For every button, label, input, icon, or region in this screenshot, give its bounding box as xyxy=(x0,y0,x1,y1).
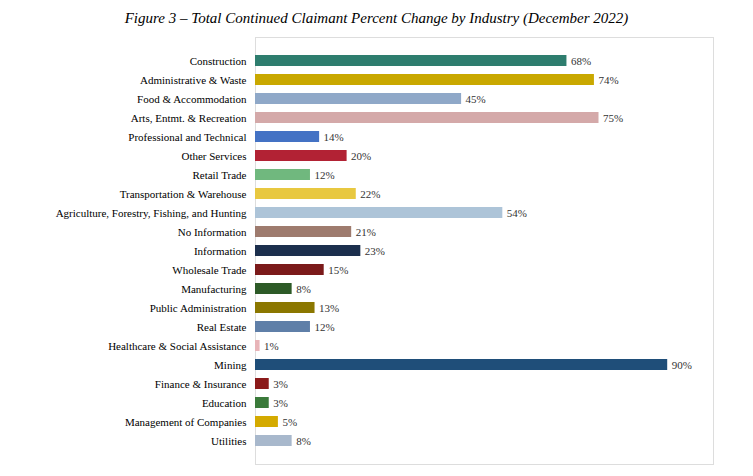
svg-text:15%: 15% xyxy=(328,264,348,276)
svg-text:74%: 74% xyxy=(598,74,618,86)
svg-text:54%: 54% xyxy=(507,207,527,219)
svg-text:No Information: No Information xyxy=(178,226,247,238)
svg-text:Information: Information xyxy=(194,245,247,257)
svg-text:Food & Accommodation: Food & Accommodation xyxy=(137,93,247,105)
svg-text:8%: 8% xyxy=(296,283,311,295)
svg-text:12%: 12% xyxy=(314,169,334,181)
svg-text:Management of Companies: Management of Companies xyxy=(125,416,247,428)
svg-text:12%: 12% xyxy=(314,321,334,333)
svg-text:3%: 3% xyxy=(273,378,288,390)
svg-text:Professional and Technical: Professional and Technical xyxy=(128,131,246,143)
svg-text:45%: 45% xyxy=(466,93,486,105)
svg-text:Arts, Entmt. & Recreation: Arts, Entmt. & Recreation xyxy=(131,112,247,124)
svg-text:90%: 90% xyxy=(672,359,692,371)
svg-text:Manufacturing: Manufacturing xyxy=(181,283,247,295)
svg-text:Finance & Insurance: Finance & Insurance xyxy=(155,378,247,390)
svg-text:21%: 21% xyxy=(356,226,376,238)
svg-text:Construction: Construction xyxy=(190,55,247,67)
svg-text:Education: Education xyxy=(202,397,247,409)
svg-text:Agriculture, Forestry, Fishing: Agriculture, Forestry, Fishing, and Hunt… xyxy=(56,207,247,219)
svg-text:13%: 13% xyxy=(319,302,339,314)
svg-text:68%: 68% xyxy=(571,55,591,67)
svg-text:Wholesale Trade: Wholesale Trade xyxy=(172,264,246,276)
svg-text:Other Services: Other Services xyxy=(181,150,246,162)
svg-text:Retail Trade: Retail Trade xyxy=(192,169,246,181)
svg-text:Real Estate: Real Estate xyxy=(197,321,247,333)
svg-text:Utilities: Utilities xyxy=(211,435,246,447)
svg-text:22%: 22% xyxy=(360,188,380,200)
svg-text:75%: 75% xyxy=(603,112,623,124)
svg-text:8%: 8% xyxy=(296,435,311,447)
svg-text:Mining: Mining xyxy=(214,359,247,371)
svg-text:23%: 23% xyxy=(365,245,385,257)
svg-text:14%: 14% xyxy=(324,131,344,143)
svg-text:1%: 1% xyxy=(264,340,279,352)
svg-text:Transportation & Warehouse: Transportation & Warehouse xyxy=(120,188,247,200)
svg-text:5%: 5% xyxy=(282,416,297,428)
svg-text:Administrative & Waste: Administrative & Waste xyxy=(140,74,247,86)
svg-text:Public Administration: Public Administration xyxy=(150,302,247,314)
html-text:Figure 3 – Total Continued Cla: Figure 3 – Total Continued Claimant Perc… xyxy=(124,10,629,26)
svg-text:20%: 20% xyxy=(351,150,371,162)
svg-text:3%: 3% xyxy=(273,397,288,409)
svg-text:Healthcare & Social Assistance: Healthcare & Social Assistance xyxy=(108,340,246,352)
